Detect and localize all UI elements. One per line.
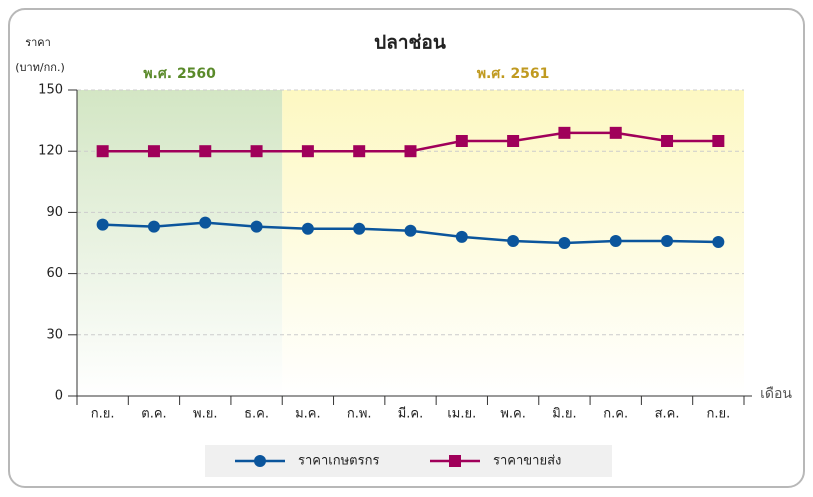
marker <box>96 145 109 158</box>
marker <box>147 145 160 158</box>
marker <box>455 230 468 243</box>
marker <box>254 455 266 467</box>
x-tick-label: มี.ค. <box>398 406 424 422</box>
marker <box>712 235 725 248</box>
y-axis-label: ราคา <box>25 36 51 49</box>
y-tick-label: 60 <box>46 266 63 281</box>
marker <box>199 216 212 229</box>
y-tick-label: 120 <box>38 144 63 159</box>
chart-title: ปลาช่อน <box>374 32 446 54</box>
marker <box>353 222 366 235</box>
marker <box>96 218 109 231</box>
marker <box>712 135 725 147</box>
x-tick-label: พ.ค. <box>500 407 526 422</box>
marker <box>353 145 366 158</box>
x-axis-label: เดือน <box>760 386 792 402</box>
marker <box>609 126 622 139</box>
y-tick-label: 90 <box>46 205 63 220</box>
marker <box>147 220 160 233</box>
x-tick-label: ก.พ. <box>347 407 372 422</box>
x-tick-label: เม.ย. <box>447 407 476 422</box>
x-tick-label: ก.ย. <box>706 407 730 422</box>
marker <box>661 135 674 147</box>
marker <box>250 145 263 158</box>
x-tick-label: พ.ย. <box>193 407 217 422</box>
legend-label: ราคาขายส่ง <box>493 454 561 469</box>
x-tick-label: ม.ค. <box>295 407 321 422</box>
marker <box>661 234 674 247</box>
marker <box>301 222 314 235</box>
marker <box>558 237 571 249</box>
x-tick-label: ธ.ค. <box>244 407 269 422</box>
marker <box>404 224 417 237</box>
x-tick-label: ก.ย. <box>91 407 115 422</box>
x-tick-label: ต.ค. <box>141 407 166 422</box>
marker <box>558 126 571 139</box>
marker <box>455 135 468 147</box>
marker <box>507 135 520 147</box>
marker <box>301 145 314 158</box>
marker <box>507 234 520 247</box>
y-tick-label: 150 <box>38 83 63 98</box>
annotation: พ.ศ. 2560 <box>143 66 216 82</box>
x-tick-label: ส.ค. <box>655 407 680 422</box>
annotation: พ.ศ. 2561 <box>477 66 550 82</box>
y-tick-label: 0 <box>55 389 63 404</box>
y-tick-label: 30 <box>46 327 63 342</box>
x-tick-label: ก.ค. <box>603 407 628 422</box>
x-tick-label: มิ.ย. <box>552 407 576 422</box>
marker <box>609 234 622 247</box>
marker <box>404 145 417 158</box>
marker <box>449 455 461 467</box>
region-2560 <box>77 90 283 396</box>
marker <box>250 220 263 233</box>
marker <box>199 145 212 158</box>
legend-label: ราคาเกษตรกร <box>298 454 379 469</box>
y-axis-label: (บาท/กก.) <box>15 61 65 74</box>
